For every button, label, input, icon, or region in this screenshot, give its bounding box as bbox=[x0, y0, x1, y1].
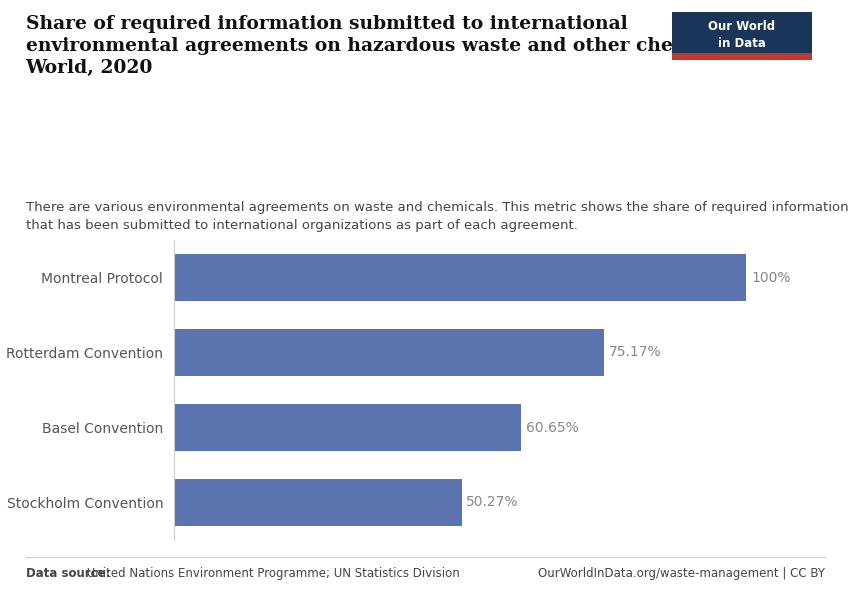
Text: OurWorldInData.org/waste-management | CC BY: OurWorldInData.org/waste-management | CC… bbox=[537, 567, 824, 580]
Text: There are various environmental agreements on waste and chemicals. This metric s: There are various environmental agreemen… bbox=[26, 201, 848, 232]
Text: United Nations Environment Programme; UN Statistics Division: United Nations Environment Programme; UN… bbox=[83, 567, 460, 580]
Text: 50.27%: 50.27% bbox=[467, 496, 519, 509]
Bar bbox=[174, 479, 462, 526]
Text: in Data: in Data bbox=[717, 37, 766, 50]
Bar bbox=[174, 254, 746, 301]
Bar bbox=[174, 404, 521, 451]
Bar bbox=[174, 329, 604, 376]
Text: 60.65%: 60.65% bbox=[526, 421, 579, 434]
Text: Our World: Our World bbox=[708, 20, 775, 33]
Text: 100%: 100% bbox=[751, 271, 790, 284]
Text: Share of required information submitted to international
environmental agreement: Share of required information submitted … bbox=[26, 15, 747, 77]
Text: 75.17%: 75.17% bbox=[609, 346, 661, 359]
Text: Data source:: Data source: bbox=[26, 567, 110, 580]
